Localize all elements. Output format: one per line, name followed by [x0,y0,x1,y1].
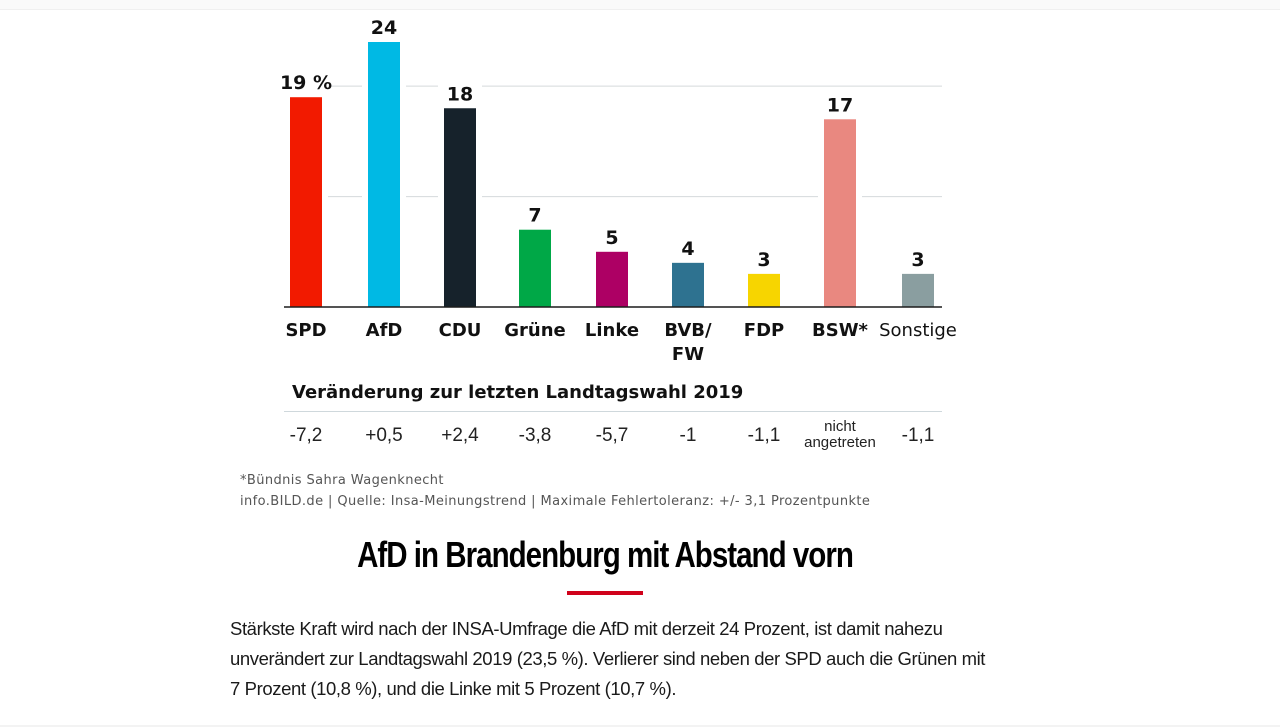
value-labels: 19 % 24 18 7 5 4 3 17 3 [280,17,925,271]
value-label: 18 [447,83,473,105]
category-label: FW [672,344,704,365]
article-body: Stärkste Kraft wird nach der INSA-Umfrag… [230,618,986,699]
value-label: 5 [605,227,618,249]
change-value: -1,1 [901,425,935,446]
change-value: -3,8 [518,425,552,446]
bar-cdu [444,108,476,307]
change-value: +2,4 [441,425,479,446]
footnote-source: info.BILD.de | Quelle: Insa-Meinungstren… [240,494,871,509]
bar-grüne [519,229,551,307]
bars [284,16,940,308]
change-value: nicht angetreten [804,418,876,451]
change-value: -7,2 [289,425,323,446]
value-label: 3 [757,249,770,271]
category-label: Linke [585,320,639,341]
value-label: 7 [528,205,541,227]
category-label: Grüne [504,320,566,341]
category-label: BVB/ [664,320,712,341]
change-value: -5,7 [595,425,629,446]
bar-bsw [824,119,856,308]
bar-chart: 19 % 24 18 7 5 4 3 17 3 SPD AfD CDU Grüne Linke BVB/F… [280,16,957,365]
category-label: SPD [285,320,326,341]
bar-spd [290,97,322,307]
category-label: Sonstige [879,320,957,341]
change-section-title: Veränderung zur letzten Landtagswahl 201… [292,382,744,403]
change-value: +0,5 [365,425,403,446]
change-divider [284,411,942,412]
category-label: CDU [439,320,482,341]
top-strip [0,0,1280,10]
bar-linke [596,251,628,307]
value-label: 17 [827,94,853,116]
bar-fdp [748,273,780,307]
category-labels: SPD AfD CDU Grüne Linke BVB/FW FDP BSW* Sonstige [285,320,956,365]
value-label: 3 [911,249,924,271]
category-label: AfD [366,320,403,341]
value-label: 19 % [280,72,332,94]
footnote-bsw: *Bündnis Sahra Wagenknecht [240,473,444,488]
category-label: BSW* [812,320,869,341]
bottom-strip [0,725,1280,727]
change-row: -7,2 +0,5 +2,4 -3,8 -5,7 -1 -1,1 nicht angetrete… [0,418,1280,460]
bar-sonstige [902,273,934,307]
change-value: -1,1 [747,425,781,446]
bar-afd [368,42,400,307]
change-value: -1 [679,425,697,446]
bar-bvbfw [672,262,704,307]
article-headline: AfD in Brandenburg mit Abstand vorn [357,534,854,575]
category-label: FDP [744,320,784,341]
headline-accent-rule [567,591,643,595]
value-label: 24 [371,17,397,39]
value-label: 4 [681,238,694,260]
